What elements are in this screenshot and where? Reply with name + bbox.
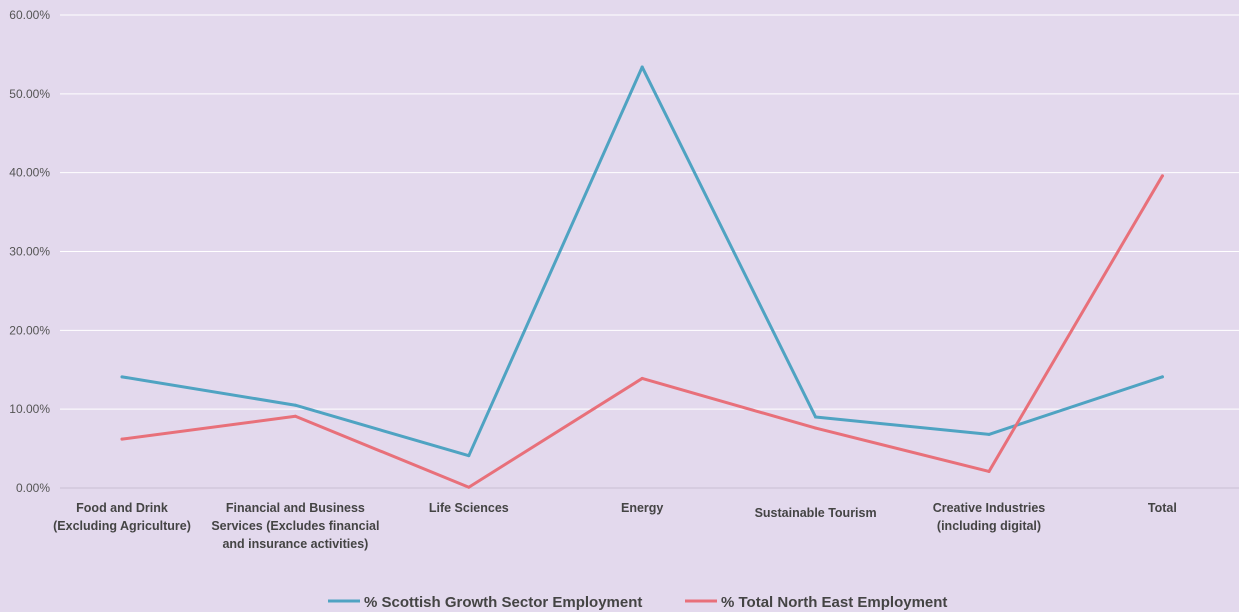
- data-point: [293, 414, 297, 418]
- data-point: [120, 375, 124, 379]
- data-point: [467, 454, 471, 458]
- y-tick-label: 40.00%: [9, 166, 50, 180]
- x-category-label: Creative Industries (including digital): [933, 501, 1046, 533]
- x-category-label: Life Sciences: [429, 501, 509, 515]
- x-category-label: Sustainable Tourism: [755, 506, 877, 520]
- data-point: [120, 437, 124, 441]
- data-point: [987, 469, 991, 473]
- x-category-label: Financial and Business Services (Excludes…: [211, 501, 379, 551]
- y-tick-label: 50.00%: [9, 87, 50, 101]
- legend: % Scottish Growth Sector Employment % Tot…: [328, 594, 947, 611]
- x-axis-categories: Food and Drink (Excluding Agriculture) Fin…: [53, 501, 1177, 551]
- data-point: [640, 65, 644, 69]
- gridlines: [60, 14, 1239, 489]
- y-axis-ticks: 0.00% 10.00% 20.00% 30.00% 40.00% 50.00% 60.00…: [9, 8, 50, 495]
- data-point: [814, 415, 818, 419]
- data-point: [987, 432, 991, 436]
- y-tick-label: 20.00%: [9, 323, 50, 337]
- x-category-label: Food and Drink (Excluding Agriculture): [53, 501, 191, 533]
- x-category-label: Total: [1148, 501, 1177, 515]
- data-point: [640, 376, 644, 380]
- data-point: [1160, 375, 1164, 379]
- legend-label: % Scottish Growth Sector Employment: [364, 594, 642, 611]
- data-point: [1160, 174, 1164, 178]
- y-tick-label: 10.00%: [9, 402, 50, 416]
- legend-label: % Total North East Employment: [721, 594, 947, 611]
- y-tick-label: 60.00%: [9, 8, 50, 22]
- data-point: [814, 426, 818, 430]
- data-point: [467, 485, 471, 489]
- series-line: [120, 65, 1164, 458]
- x-category-label: Energy: [621, 501, 663, 515]
- y-tick-label: 30.00%: [9, 245, 50, 259]
- y-tick-label: 0.00%: [16, 481, 50, 495]
- series-line: [120, 174, 1164, 489]
- series-lines: [120, 65, 1164, 489]
- data-point: [293, 403, 297, 407]
